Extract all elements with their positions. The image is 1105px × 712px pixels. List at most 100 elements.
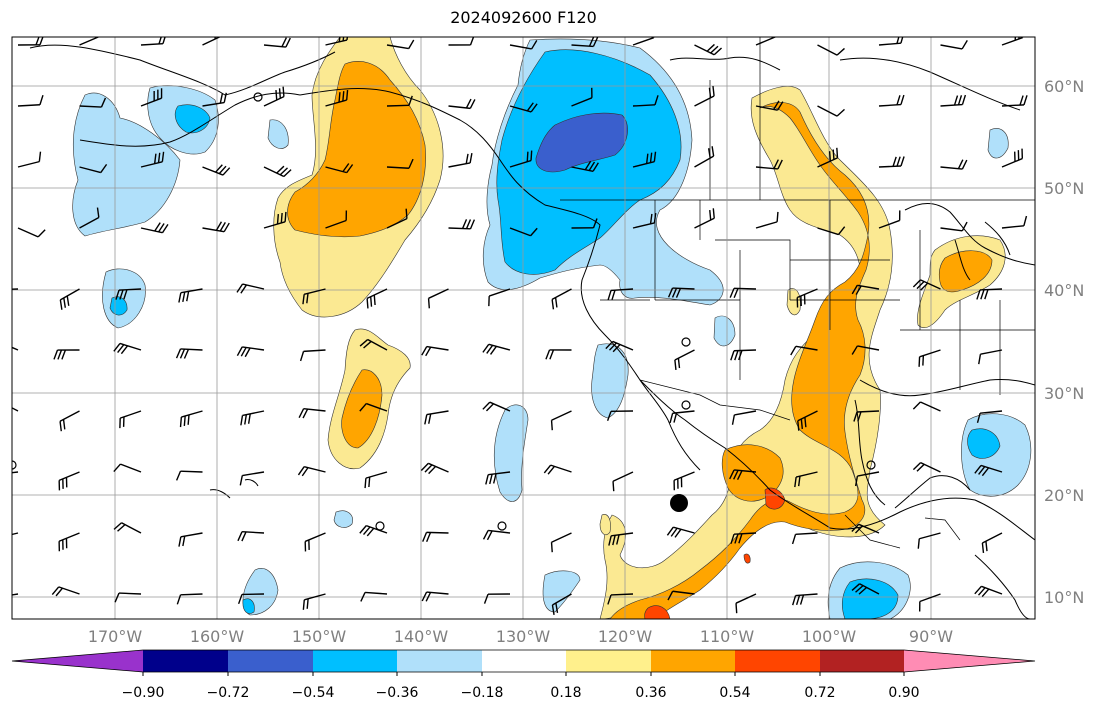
wind-barb-feather [247, 413, 251, 424]
wind-barb-feather [896, 156, 901, 167]
wind-barb-feather [218, 37, 220, 38]
wind-barb-feather [39, 95, 44, 105]
wind-barb-feather [654, 95, 659, 106]
wind-barb-shaft [180, 593, 203, 596]
wind-barb-feather [530, 150, 533, 161]
wind-barb-feather [733, 470, 739, 480]
colorbar-tick-label: −0.54 [292, 685, 335, 701]
wind-barb-feather [489, 474, 493, 485]
wind-barb-feather [57, 349, 63, 360]
wind-barb-feather [113, 343, 121, 352]
lat-label: 50°N [1044, 179, 1084, 198]
lon-label: 170°W [88, 627, 143, 646]
wind-barb-feather [896, 95, 901, 106]
wind-barb-feather [183, 415, 186, 427]
wind-barb-feather [961, 159, 968, 170]
wind-barb-feather [302, 408, 309, 419]
wind-barb-feather [241, 531, 247, 542]
wind-barb-feather [237, 594, 243, 605]
wind-barb-shaft [12, 593, 19, 596]
wind-barb-feather [282, 86, 285, 97]
wind-barb-shaft [17, 104, 41, 107]
wind-barb-feather [531, 40, 538, 50]
wind-barb-feather [366, 527, 375, 537]
wind-barb-feather [421, 346, 428, 356]
lon-label: 140°W [394, 627, 449, 646]
wind-barb-feather [51, 586, 60, 596]
wind-barb-feather [486, 530, 493, 541]
wind-barb-shaft [551, 532, 572, 543]
wind-barb-feather [667, 590, 674, 601]
wind-barb-feather [912, 462, 922, 471]
wind-barb-feather [1023, 215, 1028, 226]
wind-barb-feather [731, 414, 736, 425]
wind-barb-shaft [632, 104, 656, 107]
wind-barb-feather [175, 348, 182, 359]
lon-label: 110°W [700, 627, 755, 646]
wind-barb-feather [276, 214, 280, 225]
wind-barb-feather [712, 85, 715, 97]
colorbar-tick-label: 0.36 [635, 685, 666, 701]
colorbar-tick-label: −0.72 [207, 685, 250, 701]
wind-barb-feather [588, 161, 596, 171]
wind-barb-feather [912, 279, 921, 288]
wind-barb-feather [39, 37, 44, 46]
longitude-labels: 170°W 160°W 150°W 140°W 130°W 120°W 110°… [88, 627, 953, 646]
wind-barb-feather [545, 349, 551, 360]
wind-barb-feather [113, 522, 122, 530]
wind-barb-feather [469, 152, 473, 164]
wind-barb-feather [1019, 95, 1024, 106]
wind-barb-feather [485, 403, 494, 412]
calm-marker [866, 460, 876, 470]
wind-barb-shaft [735, 593, 757, 604]
wind-barb-feather [730, 350, 735, 361]
wind-barb-feather [408, 39, 415, 49]
wind-barb-feather [408, 158, 414, 169]
colorbar-tick-label: 0.18 [550, 685, 581, 701]
wind-barb-feather [370, 296, 373, 307]
wind-barb-feather [974, 585, 982, 595]
wind-barb-shaft [366, 402, 388, 412]
wind-barb-feather [828, 151, 831, 162]
wind-barb-shaft [817, 227, 839, 236]
wind-barb-feather [790, 346, 797, 356]
wind-barb-feather [961, 40, 968, 50]
wind-barb-shaft [672, 590, 695, 595]
wind-barb-feather [2, 596, 4, 606]
wind-barb-feather [182, 535, 186, 547]
wind-barb-feather [428, 465, 437, 475]
wind-barb-feather [706, 43, 715, 52]
wind-barb-feather [917, 538, 920, 549]
wind-barb-feather [338, 37, 341, 42]
wind-barb-shaft [242, 471, 265, 477]
colorbar-segment [143, 650, 228, 672]
wind-barb-feather [605, 340, 614, 350]
wind-barb-feather [776, 211, 779, 222]
wind-barb-feather [851, 583, 860, 591]
wind-barb-feather [306, 293, 309, 304]
wind-barb-feather [730, 533, 735, 544]
wind-barb-shaft [79, 105, 102, 108]
wind-barb-feather [244, 414, 248, 425]
wind-barb-feather [297, 466, 305, 476]
wind-barb-feather [186, 291, 190, 302]
wind-barb-shaft [857, 345, 880, 351]
colorbar-tick-label: 0.90 [888, 685, 919, 701]
wind-barb-feather [240, 284, 248, 294]
wind-barb-shaft [325, 219, 347, 229]
wind-barb-feather [709, 210, 712, 221]
colorbar-tick-labels: −0.90 −0.72 −0.54 −0.36 −0.18 0.18 0.36 … [122, 685, 920, 701]
colorbar-segment [651, 650, 735, 672]
wind-barb-feather [53, 349, 59, 360]
wind-barb-feather [855, 585, 864, 593]
wind-barb-feather [804, 417, 807, 428]
wind-barb-feather [239, 475, 243, 486]
wind-barb-feather [218, 165, 227, 175]
wind-barb-feather [469, 99, 476, 109]
wind-barb-feather [154, 222, 161, 232]
wind-barb-feather [240, 415, 244, 426]
colorbar-tick-label: −0.90 [122, 685, 165, 701]
wind-barb-feather [219, 222, 226, 232]
wind-barb-feather [550, 542, 553, 553]
wind-barb-feather [363, 340, 372, 349]
